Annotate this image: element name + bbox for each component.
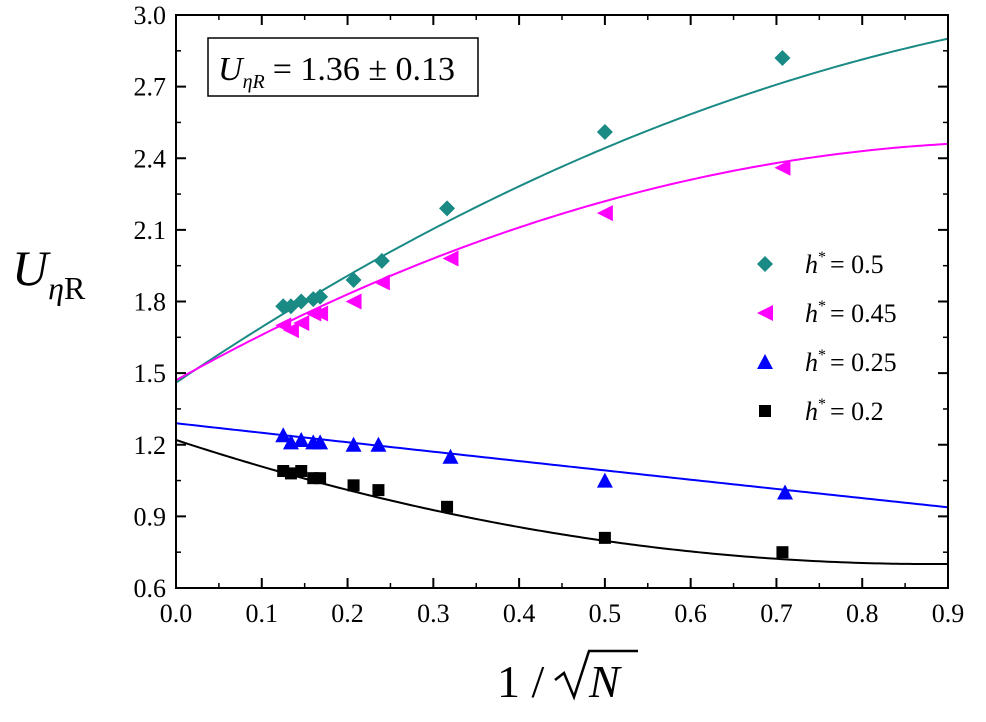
legend-label-1: h* = 0.5	[805, 249, 884, 279]
x-tick-label: 0.6	[674, 599, 707, 628]
svg-text:UηR= 1.36 ± 0.13: UηR = 1.36 ± 0.13	[218, 51, 455, 93]
data-point-series-1	[774, 49, 791, 66]
y-tick-label: 2.7	[134, 73, 167, 102]
data-point-series-2	[345, 293, 362, 310]
legend-label-4: h* = 0.2	[805, 396, 884, 426]
fit-line-series-3	[176, 422, 948, 509]
legend-label-2: h* = 0.45	[805, 298, 897, 328]
data-point-series-1	[439, 200, 456, 217]
legend-marker-2	[757, 305, 773, 321]
legend-marker-1	[757, 256, 773, 272]
data-point-series-1	[345, 272, 362, 289]
data-point-series-1	[293, 293, 310, 310]
data-point-series-2	[774, 159, 791, 176]
legend-marker-4	[759, 405, 771, 417]
data-point-series-4	[284, 467, 297, 480]
x-axis-title: 1 / N	[497, 649, 638, 707]
y-axis-title: UηR	[12, 240, 86, 306]
fit-line-series-2	[176, 142, 948, 382]
y-tick-label: 2.1	[134, 216, 167, 245]
x-tick-label: 0.9	[932, 599, 965, 628]
data-point-series-2	[282, 322, 299, 339]
x-tick-label: 0.0	[160, 599, 193, 628]
annotation-box: UηR = 1.36 ± 0.13	[207, 37, 479, 97]
legend: h* = 0.5 h* = 0.45 h* = 0.25 h* = 0.2	[757, 249, 897, 426]
y-tick-label: 1.5	[134, 359, 167, 388]
data-point-series-3	[275, 427, 292, 443]
data-point-series-4	[598, 531, 611, 544]
y-tick-label: 2.4	[134, 144, 167, 173]
y-tick-label: 1.2	[134, 431, 167, 460]
x-tick-label: 0.8	[846, 599, 879, 628]
y-tick-label: 1.8	[134, 288, 167, 317]
x-tick-label: 0.4	[503, 599, 536, 628]
data-point-series-4	[295, 465, 308, 478]
data-point-series-3	[442, 448, 459, 464]
y-tick-label: 3.0	[134, 1, 167, 30]
data-point-series-3	[777, 484, 794, 500]
x-tick-label: 0.3	[417, 599, 450, 628]
data-point-series-2	[596, 205, 613, 222]
data-point-series-4	[372, 484, 385, 497]
annotation-symbol: U	[218, 51, 245, 88]
data-point-series-2	[373, 274, 390, 291]
legend-marker-3	[757, 354, 773, 369]
data-point-series-2	[442, 250, 459, 267]
tick-labels: 0.0 0.1 0.2 0.3 0.4 0.5 0.6 0.7 0.8 0.9 0.6 0.9 1.2 1…	[134, 1, 965, 628]
legend-label-3: h* = 0.25	[805, 347, 897, 377]
data-point-series-3	[345, 436, 362, 452]
data-point-series-1	[596, 123, 613, 140]
data-point-series-2	[293, 314, 310, 331]
annotation-subscript: ηR	[243, 71, 265, 93]
data-point-series-3	[596, 472, 613, 488]
svg-text:N: N	[588, 656, 622, 707]
data-point-series-3	[312, 434, 329, 450]
data-point-series-3	[293, 431, 310, 447]
data-point-series-4	[314, 472, 327, 485]
data-point-series-3	[370, 436, 387, 452]
x-tick-label: 0.1	[246, 599, 279, 628]
x-tick-label: 0.2	[331, 599, 364, 628]
data-point-series-1	[312, 288, 329, 305]
data-point-series-4	[441, 500, 454, 513]
data-point-series-4	[776, 546, 789, 559]
data-markers	[275, 49, 794, 559]
svg-text:1 /: 1 /	[497, 656, 545, 707]
y-tick-label: 0.9	[134, 502, 167, 531]
axis-ticks	[175, 14, 949, 589]
data-point-series-4	[347, 479, 360, 492]
data-point-series-2	[312, 305, 329, 322]
data-point-series-1	[373, 252, 390, 269]
x-tick-label: 0.5	[589, 599, 622, 628]
annotation-value: = 1.36 ± 0.13	[273, 51, 455, 88]
y-tick-label: 0.6	[134, 574, 167, 603]
x-tick-label: 0.7	[760, 599, 793, 628]
fit-line-series-4	[176, 439, 948, 566]
